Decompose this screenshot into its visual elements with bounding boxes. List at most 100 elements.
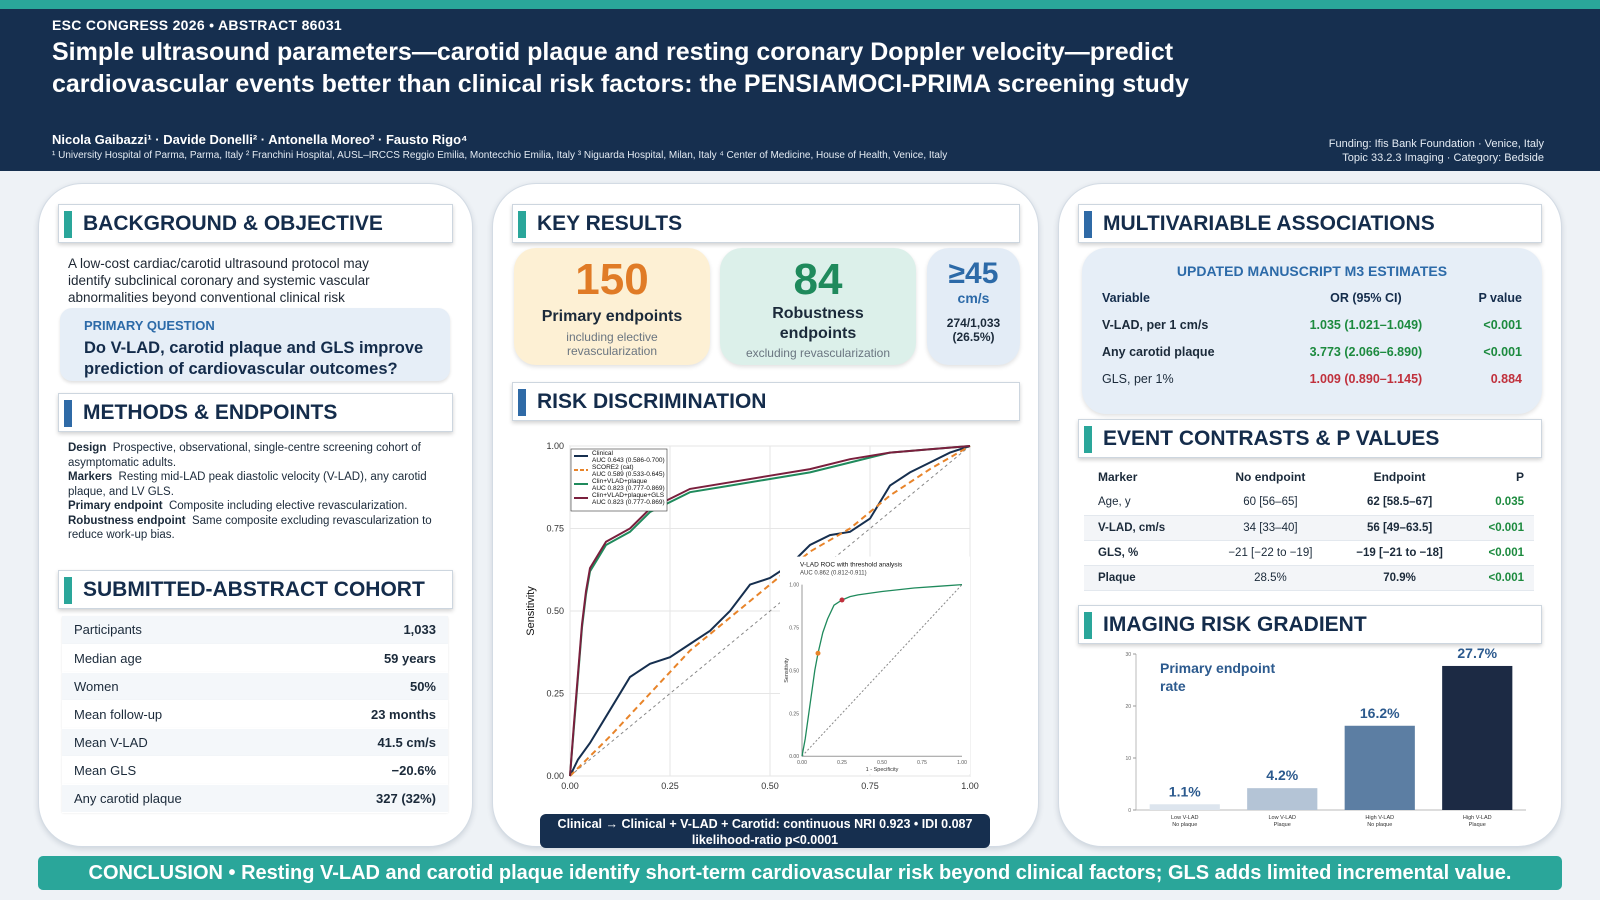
table-row: Age, y 60 [56–65] 62 [58.5–67] 0.035 [1084,490,1534,516]
threshold-point [839,597,845,603]
table-row: Mean GLS −20.6% [62,756,448,785]
diagonal-reference [569,445,971,777]
topic-text: Topic 33.2.3 Imaging · Category: Bedside [1342,152,1544,164]
nri-box: Clinical → Clinical + V-LAD + Carotid: c… [540,814,990,848]
y-tick-label: 0.00 [546,771,564,781]
inset-x-label: 1 - Specificity [866,767,899,773]
table-row: Mean follow-up 23 months [62,700,448,729]
legend-auc: AUC 0.589 (0.533-0.645) [592,471,665,478]
y-tick-label: 10 [1125,756,1131,762]
x-tick-label: 1.00 [961,781,979,791]
inset-x-tick: 0.75 [917,760,927,766]
x-tick-label: 0.25 [661,781,679,791]
legend-box [570,448,668,512]
inset-roc-line [801,583,963,757]
inset-y-tick: 0.75 [789,626,799,632]
y-tick-label: 0.75 [546,524,564,534]
x-tick-label: 0.00 [561,781,579,791]
legend-auc: AUC 0.823 (0.777-0.869) [592,499,665,506]
roc-series-line [569,445,971,777]
background-text: A low-cost cardiac/carotid ultrasound pr… [68,256,370,305]
primary-endpoints-count: 150 [575,255,649,304]
table-row: GLS, % −21 [−22 to −19] −19 [−21 to −18] <0… [1084,540,1534,566]
roc-chart: 0.000.000.250.250.500.500.750.751.001.00… [525,441,979,791]
cohort-table: Participants 1,033 Median age 59 years Wom… [62,616,448,813]
vlad-threshold-pct: (26.5%) [952,330,995,344]
mv-estimates-box: UPDATED MANUSCRIPT M3 ESTIMATES Variable… [1082,248,1542,414]
category-label: Plaque [1274,822,1291,828]
inset-x-tick: 1.00 [957,760,967,766]
question-label: PRIMARY QUESTION [84,318,215,333]
table-row: Any carotid plaque 3.773 (2.066–6.890) <0.… [1102,344,1522,359]
method-item: Robustness endpoint Same composite exclu… [68,514,432,542]
methods-heading: METHODS & ENDPOINTS [58,393,453,432]
inset-x-tick: 0.50 [877,760,887,766]
table-row: Mean V-LAD 41.5 cm/s [62,728,448,757]
table-row: V-LAD, cm/s 34 [33–40] 56 [49–63.5] <0.001 [1084,515,1534,541]
x-tick-label: 0.75 [861,781,879,791]
robustness-endpoints-card: 84 Robustness endpoints excluding revasc… [720,248,916,365]
inset-y-tick: 1.00 [789,583,799,589]
bar-value-label: 4.2% [1266,767,1298,783]
legend-auc: AUC 0.643 (0.586-0.700) [592,457,665,464]
category-label: High V-LAD [1365,815,1394,821]
background-heading: BACKGROUND & OBJECTIVE [58,204,453,243]
poster-title: Simple ultrasound parameters—carotid pla… [52,38,1189,98]
event-table: Marker No endpoint Endpoint P Age, y 60 [56–… [1084,463,1534,591]
conclusion-banner: CONCLUSION • Resting V-LAD and carotid p… [38,856,1562,890]
table-header: Marker No endpoint Endpoint P [1098,469,1524,484]
chart-title: Primary endpoint rate [1160,660,1275,694]
mv-heading: MULTIVARIABLE ASSOCIATIONS [1078,204,1542,243]
lr-text: likelihood-ratio p<0.0001 [691,833,839,847]
inset-y-tick: 0.00 [789,754,799,760]
legend-auc: AUC 0.823 (0.777-0.869) [592,485,665,492]
bar-value-label: 1.1% [1169,783,1201,799]
primary-endpoints-sub: including elective revascularization [566,330,658,358]
y-tick-label: 0.50 [546,606,564,616]
affiliations: ¹ University Hospital of Parma, Parma, I… [52,150,948,161]
legend-entry: Clin+VLAD+plaque+GLS [592,492,665,499]
roc-series-line [569,445,971,777]
table-row: Participants 1,033 [62,616,448,645]
bar-value-label: 16.2% [1360,705,1400,721]
primary-endpoints-label: Primary endpoints [541,308,683,325]
y-tick-label: 20 [1125,704,1131,710]
robustness-endpoints-count: 84 [793,255,843,304]
bar [1344,725,1415,810]
robustness-endpoints-label: Robustness endpoints [772,305,864,342]
category-label: No plaque [1367,822,1392,828]
table-row: GLS, per 1% 1.009 (0.890–1.145) 0.884 [1102,371,1522,386]
y-tick-label: 1.00 [546,441,564,451]
risk-gradient-heading: IMAGING RISK GRADIENT [1078,605,1542,644]
table-row: V-LAD, per 1 cm/s 1.035 (1.021–1.049) <0.0… [1102,317,1522,332]
y-axis-label: Sensitivity [525,586,537,636]
y-tick-label: 0.25 [546,689,564,699]
category-label: Low V-LAD [1268,815,1296,821]
bar [1149,804,1220,810]
inset-x-tick: 0.25 [837,760,847,766]
x-tick-label: 0.50 [761,781,779,791]
category-label: Plaque [1469,822,1486,828]
inset-subtitle: AUC 0.862 (0.812-0.911) [800,571,867,577]
question-text: Do V-LAD, carotid plaque and GLS improve… [84,339,424,378]
y-tick-label: 30 [1125,652,1131,658]
bar [1442,665,1513,810]
category-label: No plaque [1172,822,1197,828]
method-item: Markers Resting mid-LAD peak diastolic v… [68,471,427,498]
table-row: Any carotid plaque 327 (32%) [62,784,448,813]
header-banner: ESC CONGRESS 2026 • ABSTRACT 86031 Simpl… [0,9,1600,171]
category-label: Low V-LAD [1171,815,1199,821]
funding-text: Funding: Ifis Bank Foundation · Venice, … [1328,138,1544,150]
primary-question-box: PRIMARY QUESTION Do V-LAD, carotid plaqu… [60,308,450,381]
event-contrasts-heading: EVENT CONTRASTS & P VALUES [1078,419,1542,458]
authors: Nicola Gaibazzi¹ · Davide Donelli² · Ant… [52,132,468,147]
inset-title: V-LAD ROC with threshold analysis [800,562,903,569]
inset-diagonal [801,584,963,757]
nri-text: Clinical → Clinical + V-LAD + Carotid: c… [557,817,973,831]
robustness-endpoints-sub: excluding revascularization [745,346,891,360]
primary-endpoints-card: 150 Primary endpoints including elective… [514,248,710,365]
vlad-threshold-unit: cm/s [957,290,990,306]
inset-x-tick: 0.00 [797,760,807,766]
inset-y-tick: 0.25 [789,711,799,717]
